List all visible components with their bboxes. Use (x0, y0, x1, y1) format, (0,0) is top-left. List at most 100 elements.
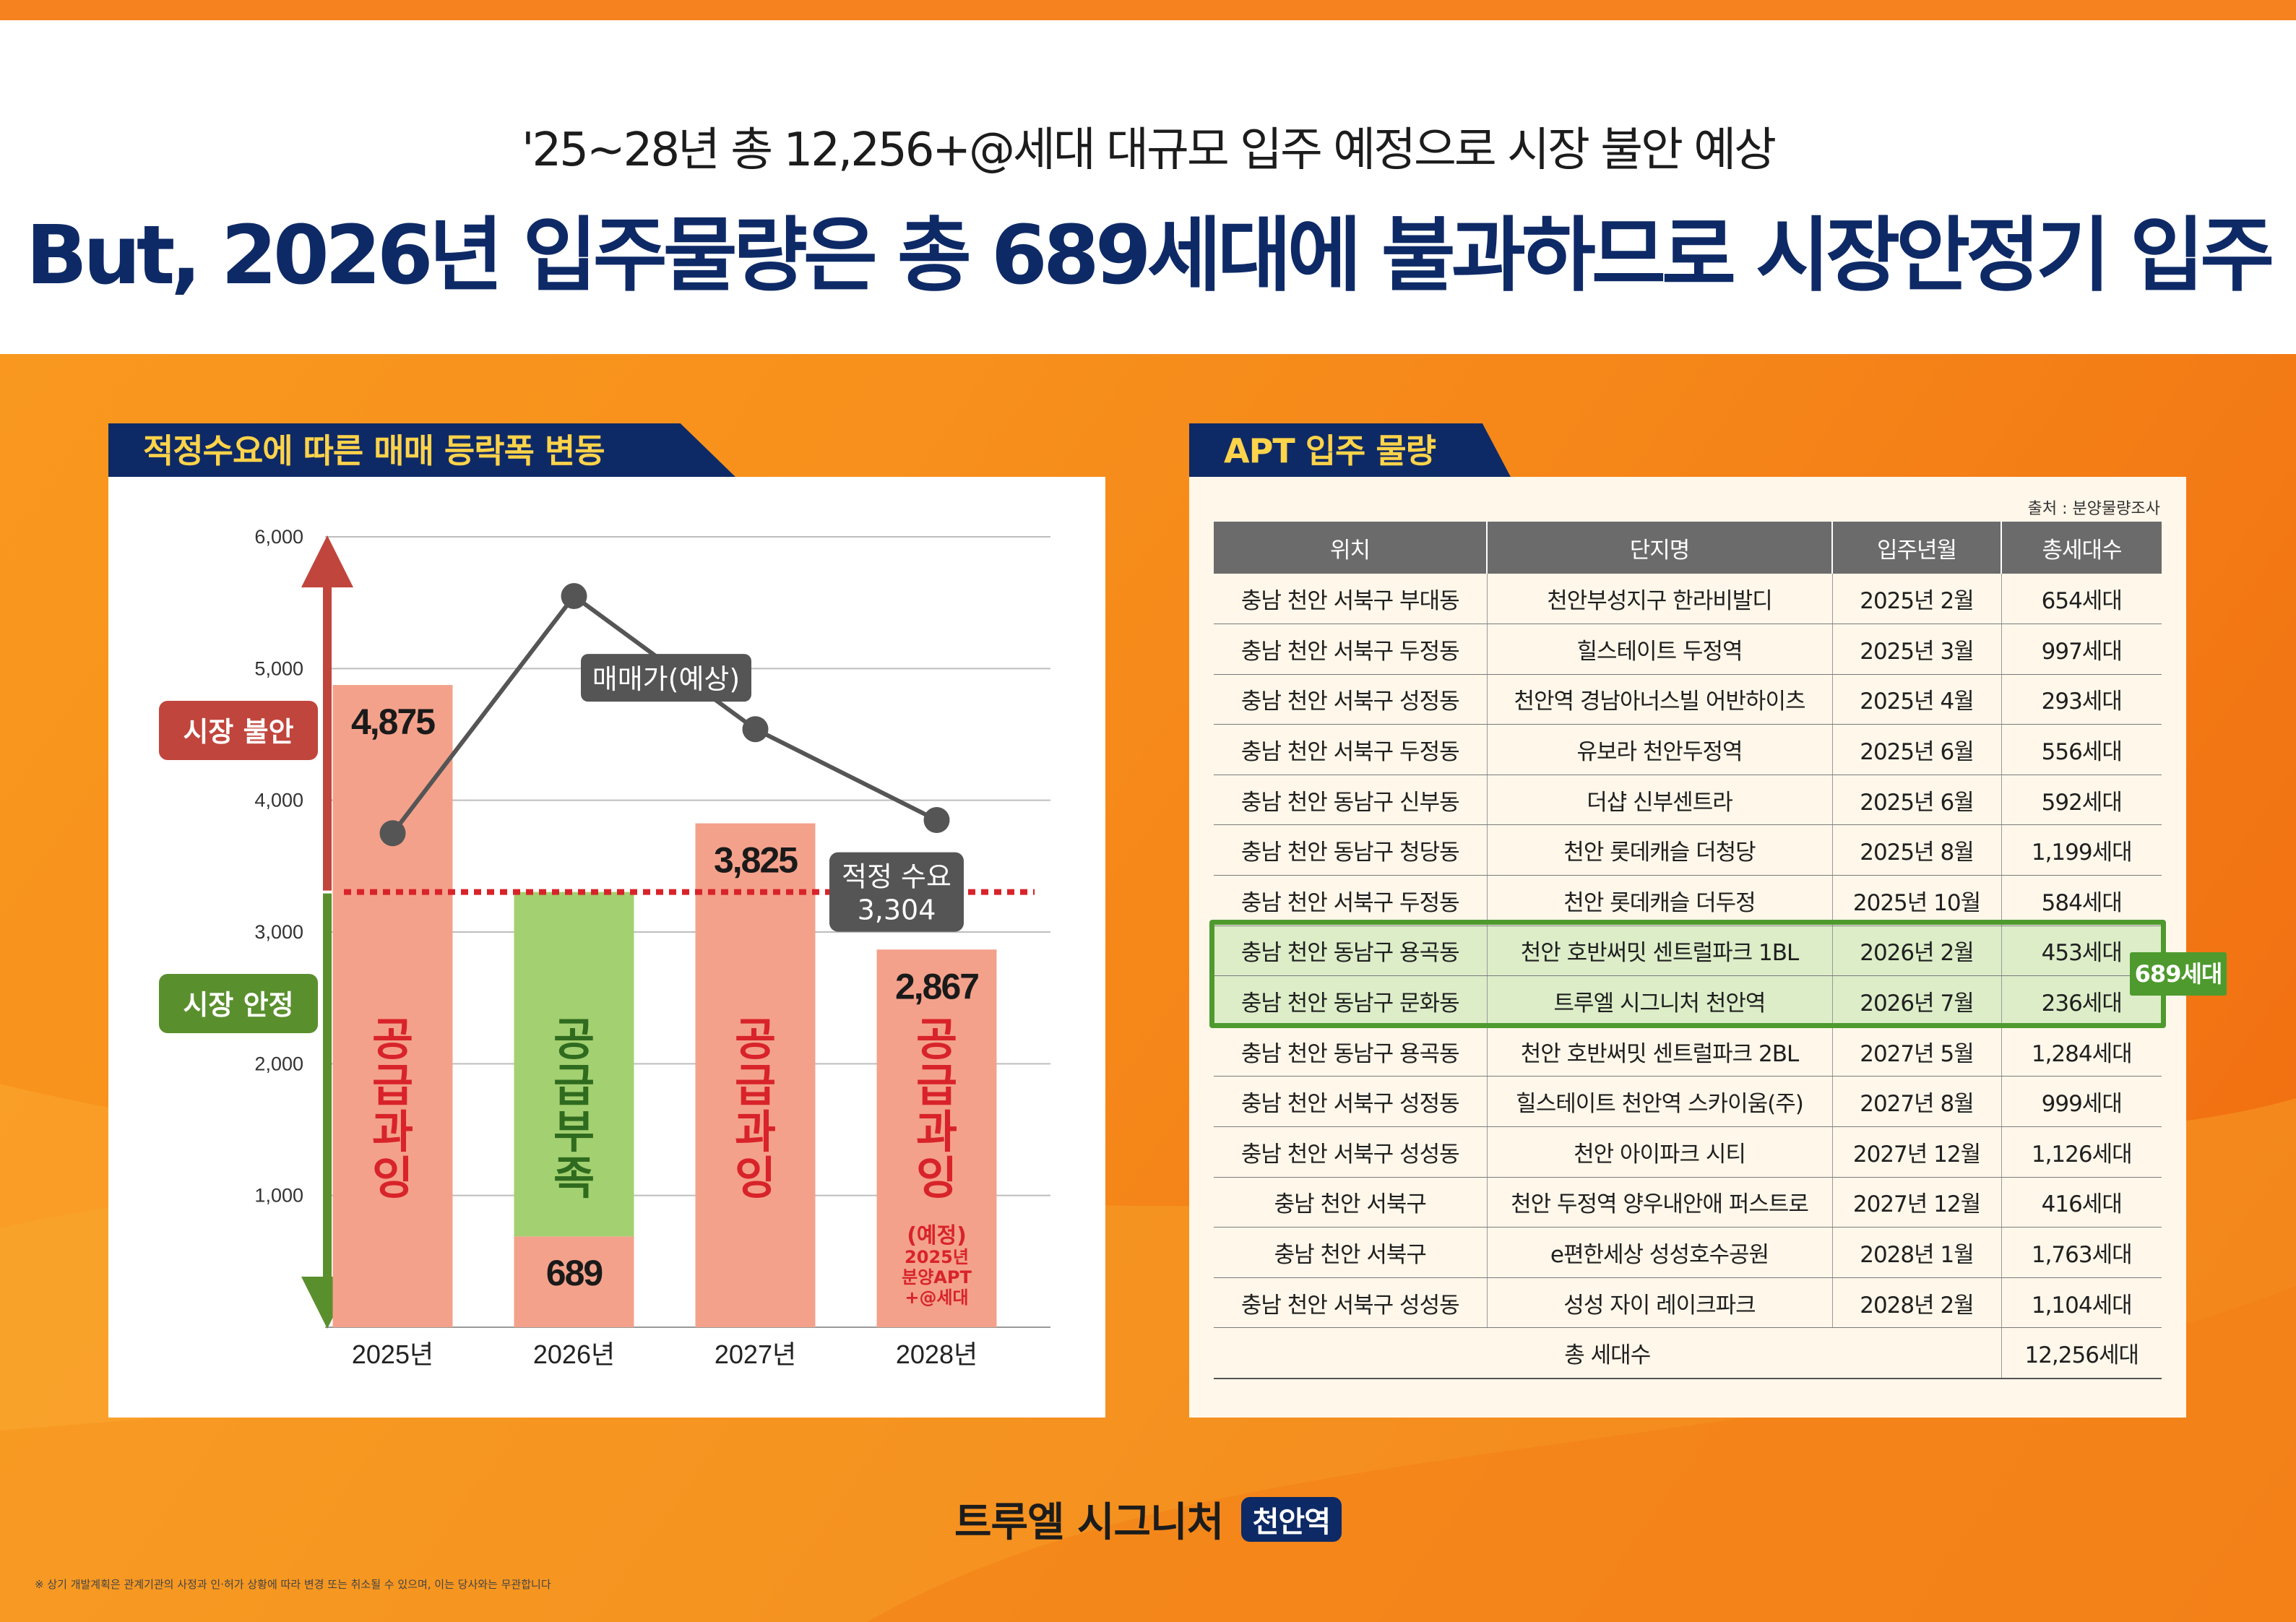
table-header-row: 위치 단지명 입주년월 총세대수 (1214, 522, 2162, 574)
table-cell: 2025년 6월 (1832, 724, 2002, 775)
table-cell: 592세대 (2001, 775, 2162, 826)
header-subtitle: '25~28년 총 12,256+@세대 대규모 입주 예정으로 시장 불안 예… (521, 124, 1777, 177)
table-cell: 556세대 (2001, 724, 2162, 775)
bar-value-label: 4,875 (351, 702, 435, 742)
table-cell: 1,284세대 (2001, 1026, 2162, 1077)
series-callout (581, 654, 751, 702)
table-cell: 성성 자이 레이크파크 (1487, 1277, 1833, 1329)
bar-note: (예정) (907, 1223, 967, 1248)
table-cell: 유보라 천안두정역 (1487, 724, 1833, 775)
table-cell: 654세대 (2001, 574, 2162, 625)
table-row: 충남 천안 동남구 신부동 더샵 신부센트라 2025년 6월 592세대 (1214, 775, 2162, 826)
table-cell: 2025년 4월 (1832, 674, 2002, 725)
table-cell: 힐스테이트 천안역 스카이움(주) (1487, 1076, 1833, 1128)
table-cell: 1,763세대 (2001, 1227, 2162, 1278)
table-cell: 충남 천안 서북구 (1214, 1227, 1488, 1278)
table-cell: 충남 천안 서북구 부대동 (1214, 574, 1488, 625)
x-tick-label: 2025년 (352, 1340, 433, 1369)
table-cell: 충남 천안 서북구 성정동 (1214, 1076, 1488, 1128)
table-cell: 천안 아이파크 시티 (1487, 1126, 1833, 1178)
table-row: 충남 천안 서북구 e편한세상 성성호수공원 2028년 1월 1,763세대 (1214, 1227, 2162, 1278)
table-row: 충남 천안 동남구 문화동 트루엘 시그니처 천안역 2026년 7월 236세대 (1214, 975, 2162, 1027)
table-cell: 997세대 (2001, 624, 2162, 675)
table-cell: 1,199세대 (2001, 824, 2162, 876)
table-cell: 충남 천안 서북구 성성동 (1214, 1277, 1488, 1329)
table-row: 충남 천안 동남구 용곡동 천안 호반써밋 센트럴파크 2BL 2027년 5월 1,… (1214, 1026, 2162, 1077)
table-cell: 1,126세대 (2001, 1126, 2162, 1178)
table-total-row: 총 세대수 12,256세대 (1214, 1327, 2162, 1379)
y-tick-label: 6,000 (254, 526, 303, 548)
bar-note: +@세대 (905, 1287, 968, 1308)
table-row: 충남 천안 서북구 두정동 힐스테이트 두정역 2025년 3월 997세대 (1214, 624, 2162, 675)
y-tick-label: 5,000 (254, 657, 303, 679)
column-header: 입주년월 (1832, 522, 2002, 574)
table-cell: 충남 천안 동남구 청당동 (1214, 824, 1488, 876)
table-cell: 충남 천안 서북구 두정동 (1214, 724, 1488, 775)
table-cell: 416세대 (2001, 1177, 2162, 1228)
table-cell: 2025년 3월 (1832, 624, 2002, 675)
zone-pill (159, 974, 318, 1033)
table-cell: 2027년 12월 (1832, 1126, 2002, 1178)
table-cell: 충남 천안 동남구 신부동 (1214, 775, 1488, 826)
table-cell: 1,104세대 (2001, 1277, 2162, 1329)
bar-note: 분양APT (902, 1267, 972, 1287)
disclaimer: ※ 상기 개발계획은 관계기관의 사정과 인·허가 상황에 따라 변경 또는 취… (35, 1578, 551, 1591)
table-cell: 2025년 2월 (1832, 574, 2002, 625)
reference-callout (829, 852, 964, 932)
bar (876, 949, 997, 1327)
table-cell: 453세대 (2001, 926, 2162, 977)
bar-note: 2025년 (905, 1247, 969, 1267)
table-cell: 트루엘 시그니처 천안역 (1487, 975, 1833, 1027)
table-row: 충남 천안 서북구 성정동 힐스테이트 천안역 스카이움(주) 2027년 8월 99… (1214, 1076, 2162, 1128)
zone-pill (159, 701, 318, 760)
table-cell: 2025년 10월 (1832, 875, 2002, 926)
y-tick-label: 1,000 (254, 1185, 303, 1207)
table-cell: 2027년 5월 (1832, 1026, 2002, 1077)
top-accent-strip (0, 0, 2296, 20)
column-header: 총세대수 (2001, 522, 2162, 574)
x-tick-label: 2028년 (896, 1340, 977, 1369)
table-cell: 충남 천안 서북구 성정동 (1214, 674, 1488, 725)
table-cell: e편한세상 성성호수공원 (1487, 1227, 1833, 1278)
table-cell: 충남 천안 동남구 용곡동 (1214, 1026, 1488, 1077)
brand-logo: 트루엘 시그니처 천안역 (0, 1490, 2296, 1548)
table-cell: 천안 롯데캐슬 더청당 (1487, 824, 1833, 876)
table-cell: 충남 천안 서북구 두정동 (1214, 875, 1488, 926)
header-title: But, 2026년 입주물량은 총 689세대에 불과하므로 시장안정기 입주 (25, 209, 2275, 303)
highlight-2026-badge: 689세대 (2130, 952, 2227, 996)
table-cell: 293세대 (2001, 674, 2162, 725)
table-cell: 천안 호반써밋 센트럴파크 2BL (1487, 1026, 1833, 1077)
price-line (391, 592, 938, 835)
chart-tab: 적정수요에 따른 매매 등락폭 변동 (108, 423, 737, 478)
x-tick-label: 2026년 (533, 1340, 615, 1369)
table-cell: 충남 천안 서북구 성성동 (1214, 1126, 1488, 1178)
header: '25~28년 총 12,256+@세대 대규모 입주 예정으로 시장 불안 예… (0, 20, 2296, 354)
bar (695, 823, 816, 1327)
table-tab: APT 입주 물량 (1189, 423, 1511, 478)
y-tick-label: 4,000 (254, 790, 303, 811)
column-header: 단지명 (1487, 522, 1833, 574)
price-point (379, 820, 406, 847)
price-point (742, 716, 769, 743)
brand-sub: 천안역 (1240, 1497, 1342, 1542)
shortage-fill (514, 892, 634, 1237)
table-cell: 힐스테이트 두정역 (1487, 624, 1833, 675)
table-cell: 2025년 8월 (1832, 824, 2002, 876)
y-tick-label: 2,000 (254, 1053, 303, 1074)
table-row: 충남 천안 동남구 청당동 천안 롯데캐슬 더청당 2025년 8월 1,199세대 (1214, 824, 2162, 876)
table-cell: 충남 천안 서북구 두정동 (1214, 624, 1488, 675)
apt-table: 위치 단지명 입주년월 총세대수 충남 천안 서북구 부대동 천안부성지구 한라비… (1214, 522, 2162, 1379)
table-cell: 더샵 신부센트라 (1487, 775, 1833, 826)
bar-value-label: 689 (546, 1253, 603, 1293)
table-row: 충남 천안 서북구 성성동 천안 아이파크 시티 2027년 12월 1,126세대 (1214, 1126, 2162, 1178)
table-cell: 2028년 2월 (1832, 1277, 2002, 1329)
table-row: 충남 천안 서북구 부대동 천안부성지구 한라비발디 2025년 2월 654세대 (1214, 574, 2162, 625)
zone-label: 시장 안정 (183, 989, 293, 1021)
table-row: 충남 천안 서북구 두정동 유보라 천안두정역 2025년 6월 556세대 (1214, 724, 2162, 775)
reference-value: 3,304 (858, 894, 936, 926)
chart: 1,000 2,000 3,000 4,000 5,000 6,000 4,875 2025년… (159, 526, 1050, 1369)
table-cell: 천안 호반써밋 센트럴파크 1BL (1487, 926, 1833, 977)
